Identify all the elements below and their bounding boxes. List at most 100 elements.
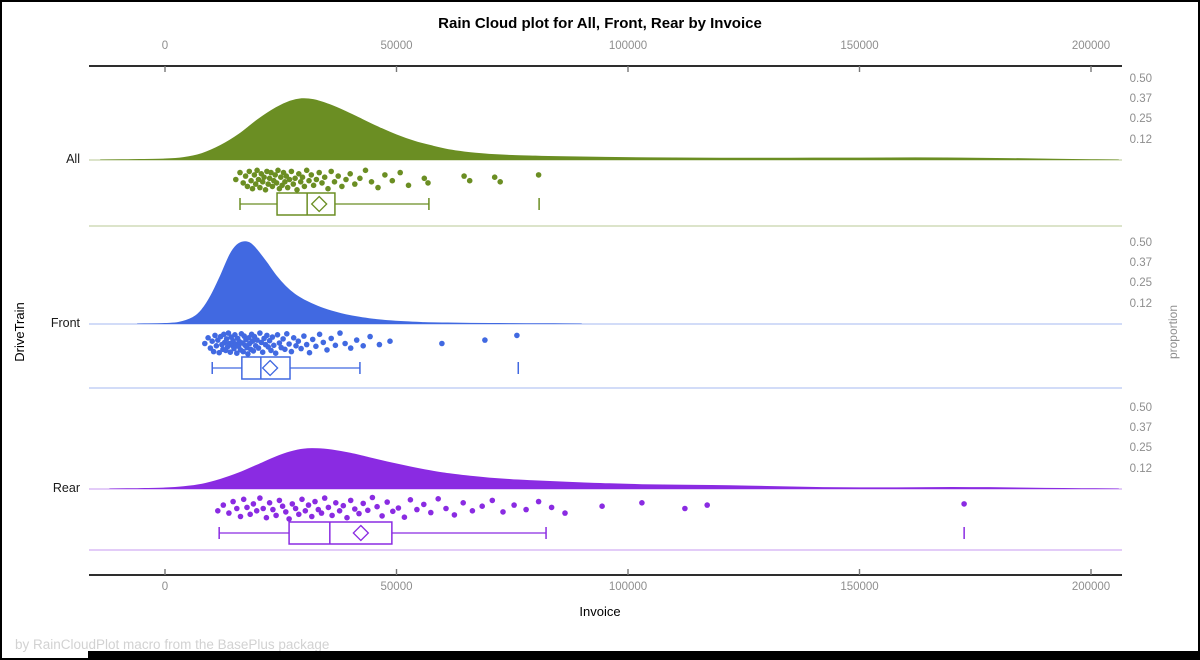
data-point [309,336,316,343]
proportion-tick-label: 0.50 [1129,237,1152,249]
data-point [360,500,367,507]
data-point [273,512,279,519]
data-point [255,176,262,183]
band-front-boxplot [211,356,520,380]
data-point [205,335,211,341]
axes [89,65,1122,576]
x-tick-label-top: 100000 [608,40,648,52]
data-point [308,172,315,178]
band-all-density-curve [100,98,1119,160]
data-point [220,502,227,508]
proportion-tick-label: 0.25 [1129,277,1152,289]
data-point [284,331,290,337]
data-point [247,511,253,518]
data-point [395,505,402,511]
data-point [639,500,645,506]
data-point [261,174,267,180]
data-point [296,511,302,518]
data-point [272,350,279,357]
band-rear-boxplot [218,521,965,545]
data-point [253,508,260,514]
proportion-tick-label: 0.25 [1129,442,1152,454]
data-point [283,509,289,515]
data-point [266,175,273,182]
data-point [288,168,295,175]
data-point [356,510,362,517]
category-label-all: All [66,152,80,166]
data-point [240,348,246,355]
data-point [347,345,354,351]
data-point [303,341,310,348]
data-point [294,187,300,193]
data-point [376,341,383,348]
data-point [344,514,350,521]
data-point [226,510,232,516]
data-point [290,335,297,341]
data-point [352,181,358,187]
data-point [328,335,335,342]
data-point [286,341,292,347]
data-point [443,505,449,512]
data-point [286,516,292,522]
data-point [266,500,273,506]
data-point [374,503,380,510]
data-point [216,349,222,356]
data-point [233,176,239,183]
y-axis-title-right: proportion [1166,304,1180,360]
data-point [272,172,279,178]
data-point [269,183,276,190]
data-point [548,504,555,511]
data-point [212,332,218,339]
data-point [335,173,342,179]
data-point [292,505,299,512]
data-point [336,508,343,514]
data-point [428,509,434,516]
data-point [382,172,388,178]
x-tick-label-top: 50000 [380,40,413,52]
data-point [514,332,520,339]
proportion-tick-label: 0.25 [1129,113,1152,125]
x-tick-label-top: 200000 [1071,40,1111,52]
data-point [313,343,319,350]
data-point [309,513,315,520]
data-point [282,179,288,185]
mean-diamond [310,195,328,213]
data-point [245,351,251,357]
band-rear-density-curve [109,448,1119,489]
data-point [254,167,260,174]
data-point [250,501,257,507]
data-point [425,180,431,186]
data-point [306,349,313,356]
data-point [271,342,277,349]
band-front-density-curve [137,241,582,324]
x-axis-title: Invoice [579,604,621,619]
data-point [312,498,318,505]
mean-diamond [352,524,370,542]
iqr-box [288,521,393,545]
x-tick-label-bottom: 150000 [840,581,879,593]
data-point [389,177,396,184]
data-point [306,177,312,184]
data-point [367,333,373,340]
data-point [284,184,291,191]
data-point [489,497,496,504]
data-point [435,496,442,502]
data-point [320,339,327,346]
data-point [240,180,246,186]
data-point [244,183,251,190]
category-label-rear: Rear [52,481,80,495]
data-point [278,174,284,180]
data-point [535,498,542,505]
data-point [215,508,221,514]
data-point [310,182,317,189]
data-point [295,338,302,345]
data-point [299,496,305,503]
data-point [461,173,467,179]
data-point [263,514,270,521]
data-point [250,348,257,354]
data-point [328,168,335,175]
proportion-tick-label: 0.37 [1129,422,1152,434]
x-tick-label-bottom: 50000 [380,581,413,593]
